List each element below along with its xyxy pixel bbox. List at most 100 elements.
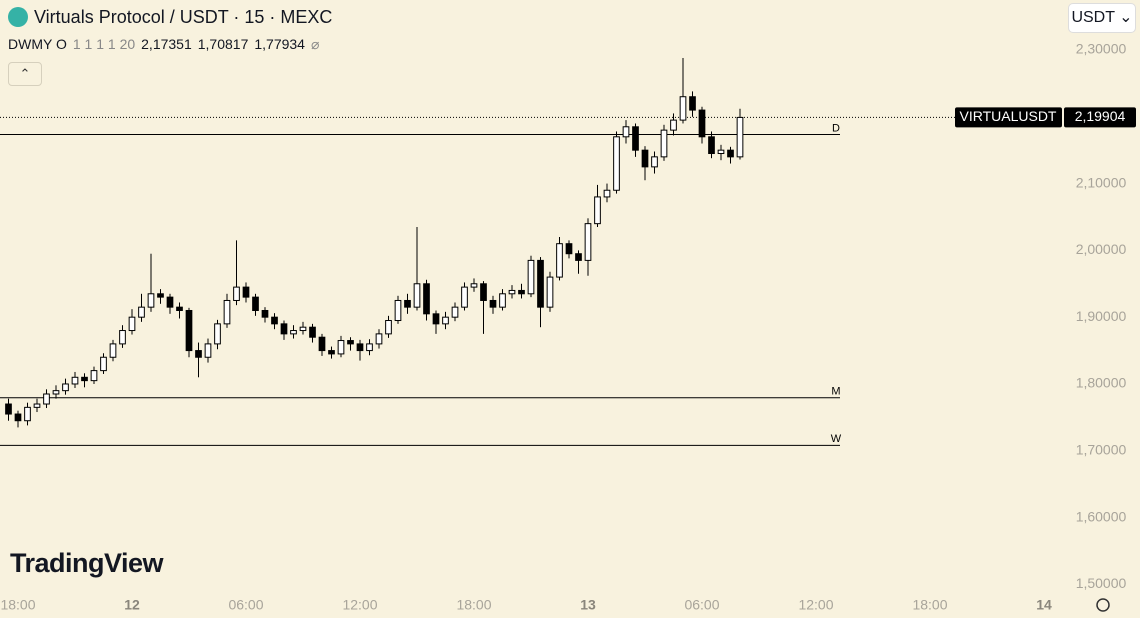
candle-body (299, 326, 307, 332)
candle-body (119, 330, 126, 345)
candle-body (366, 343, 373, 352)
y-tick-label: 1,50000 (1076, 575, 1127, 591)
candle-body (290, 330, 297, 335)
x-tick-label: 18:00 (0, 597, 35, 613)
indicator-value: 1,77934 (254, 36, 305, 52)
y-tick-label: 1,60000 (1076, 508, 1127, 524)
candle-body (385, 320, 392, 335)
x-tick-label: 18:00 (456, 597, 491, 613)
level-label: W (831, 433, 842, 445)
chart-title: Virtuals Protocol / USDT · 15 · MEXC (34, 7, 333, 27)
candle-body (62, 383, 69, 392)
candle-body (347, 340, 354, 345)
candle-body (632, 126, 639, 151)
candle-body (5, 403, 12, 415)
candle-body (613, 136, 620, 191)
last-price-symbol: VIRTUALUSDT (960, 108, 1057, 124)
candle-body (499, 293, 506, 308)
level-label: D (832, 122, 840, 134)
candle-body (214, 323, 221, 345)
candle-body (109, 343, 117, 358)
x-tick-label: 12:00 (798, 597, 833, 613)
last-price-box (1064, 107, 1136, 128)
candle-body (328, 350, 335, 355)
candle-body (309, 326, 316, 338)
candle-body (717, 149, 725, 155)
candle-body (480, 283, 487, 301)
candle-body (166, 296, 174, 308)
candle-body (708, 136, 715, 155)
candle-body (128, 316, 136, 332)
candle-body (641, 149, 649, 168)
candle-body (318, 336, 326, 352)
watermark: TradingView (10, 548, 164, 578)
candle-body (527, 259, 535, 295)
candle-body (670, 119, 677, 131)
y-tick-label: 2,30000 (1076, 41, 1127, 57)
candle-body (518, 289, 525, 295)
indicator-value: 1,70817 (197, 36, 249, 52)
last-price-label: 2,19904 (1075, 108, 1126, 124)
y-tick-label: 1,80000 (1076, 375, 1127, 391)
candle-body (556, 243, 563, 278)
candle-body (356, 343, 364, 352)
candle-body (660, 129, 668, 158)
candle-body (413, 283, 421, 308)
candle-body (43, 393, 50, 405)
candle-body (404, 299, 411, 308)
candle-body (90, 370, 98, 382)
candle-body (423, 283, 430, 315)
currency-label: USDT (1071, 9, 1115, 26)
settings-icon (1096, 598, 1110, 612)
candle-body (157, 293, 164, 298)
currency-button[interactable]: USDT ⌄ (1068, 3, 1136, 33)
candle-body (594, 196, 601, 225)
candle-body (603, 189, 611, 198)
candle-body (651, 156, 658, 168)
candle-body (622, 126, 630, 138)
candle-body (252, 296, 259, 311)
candle-body (138, 306, 145, 318)
candle-body (689, 96, 696, 111)
candle-body (584, 223, 592, 261)
candle-body (14, 413, 22, 422)
candle-body (195, 350, 202, 358)
x-tick-label: 13 (580, 597, 596, 613)
candle-body (736, 116, 744, 158)
candle-body (261, 309, 269, 318)
candle-body (100, 356, 107, 372)
candle-body (679, 96, 687, 121)
symbol-icon (8, 7, 28, 27)
candle-body (470, 283, 478, 288)
indicator-params: 1 1 1 1 20 (72, 36, 136, 52)
candle-body (33, 403, 41, 408)
candle-body (451, 306, 459, 318)
collapse-button[interactable]: ⌃ (8, 62, 42, 86)
candle-body (508, 289, 516, 295)
candle-body (176, 306, 183, 311)
indicator-legend: DWMY O 1 1 1 1 20 2,17351 1,70817 1,77934 ⌀ (8, 36, 325, 53)
candle-body (271, 316, 278, 325)
last-price-symbol-box (955, 107, 1062, 128)
candle-body (185, 309, 193, 352)
y-tick-label: 2,10000 (1076, 174, 1127, 190)
candle-body (489, 299, 497, 308)
x-tick-label: 18:00 (912, 597, 947, 613)
indicator-name: DWMY O (8, 36, 67, 52)
candle-body (442, 316, 449, 325)
candle-body (575, 253, 582, 261)
candle-body (698, 109, 706, 138)
candle-body (375, 333, 383, 345)
candle-body (537, 259, 544, 308)
candle-body (242, 286, 250, 298)
candle-body (147, 293, 155, 308)
indicator-symbol: ⌀ (310, 36, 320, 52)
candle-body (233, 286, 240, 301)
x-tick-label: 12:00 (342, 597, 377, 613)
y-tick-label: 2,00000 (1076, 241, 1127, 257)
candle-body (71, 376, 79, 385)
level-label: M (831, 386, 840, 398)
candle-body (565, 243, 573, 255)
